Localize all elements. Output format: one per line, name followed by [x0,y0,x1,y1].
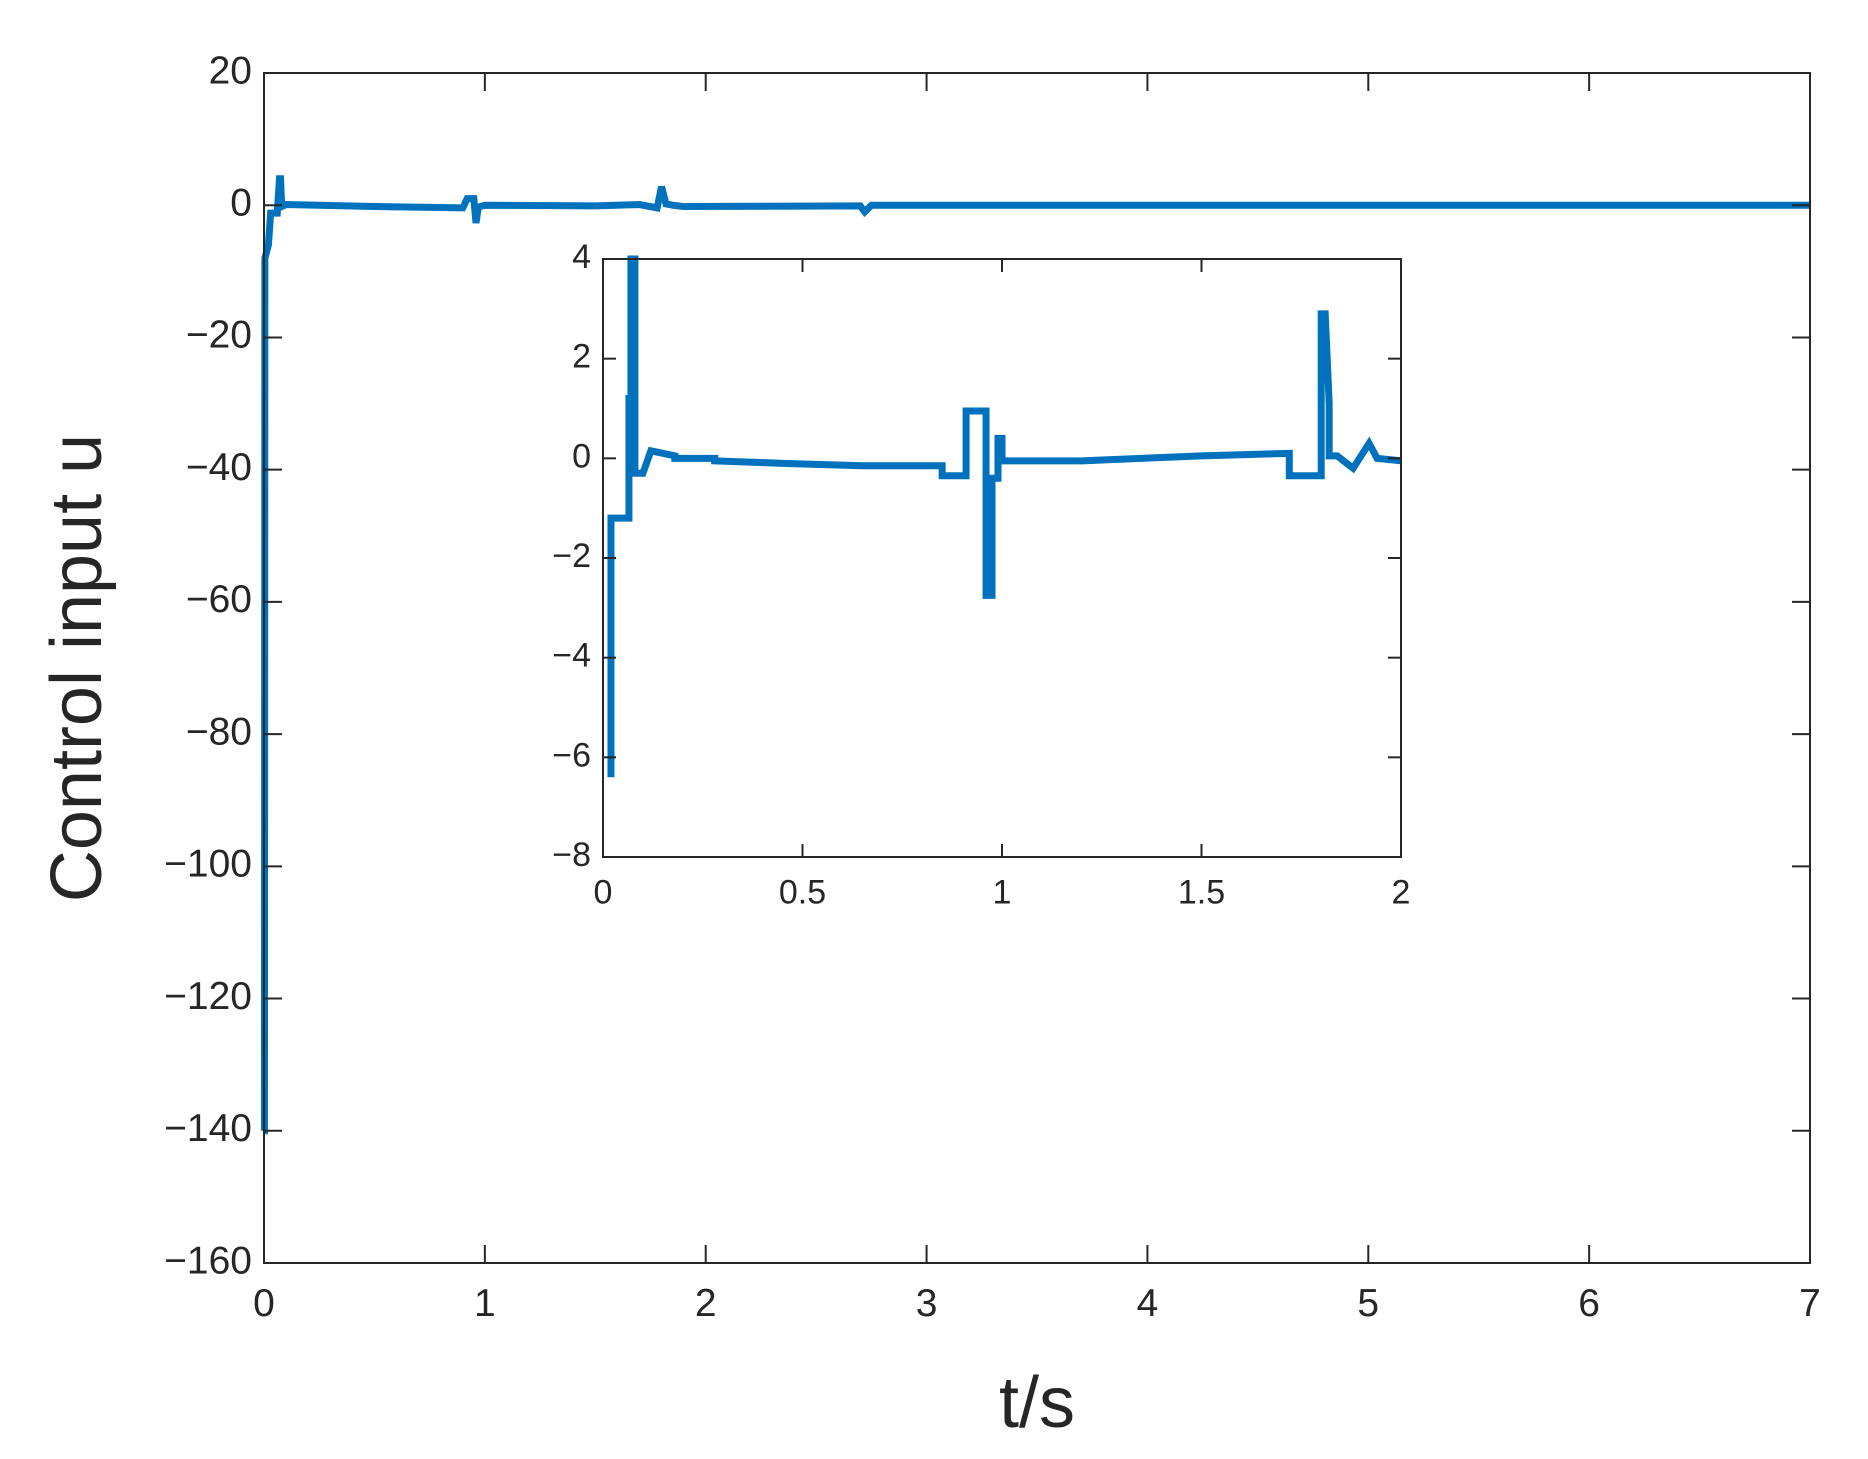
x-tick-label: 0 [594,873,613,911]
x-tick-label: 3 [916,1282,938,1325]
x-tick-label: 6 [1578,1282,1600,1325]
x-tick-label: 5 [1357,1282,1379,1325]
x-tick-label: 2 [695,1282,717,1325]
y-tick-label: −120 [164,975,252,1018]
y-tick-label: −160 [164,1239,252,1282]
y-axis-label: Control input u [37,434,117,902]
y-tick-label: 0 [572,437,591,475]
x-axis-label: t/s [999,1363,1075,1443]
y-tick-label: −8 [552,836,591,874]
y-tick-label: −140 [164,1107,252,1150]
y-tick-label: 4 [572,238,591,276]
x-tick-label: 0.5 [779,873,826,911]
y-tick-label: −100 [164,843,252,886]
x-tick-label: 1.5 [1178,873,1225,911]
data-line [260,175,1810,1135]
y-tick-label: −40 [186,446,252,489]
x-tick-label: 1 [993,873,1012,911]
plot-area [603,259,1401,857]
x-tick-label: 0 [253,1282,275,1325]
y-tick-label: −60 [186,578,252,621]
y-tick-label: −2 [552,537,591,575]
y-tick-label: 0 [230,182,252,225]
y-tick-label: −6 [552,736,591,774]
y-tick-label: −80 [186,710,252,753]
x-tick-label: 4 [1137,1282,1159,1325]
y-tick-label: 2 [572,338,591,376]
y-tick-label: −4 [552,637,591,675]
x-tick-label: 1 [474,1282,496,1325]
x-tick-label: 2 [1392,873,1411,911]
y-tick-label: −20 [186,314,252,357]
y-tick-label: 20 [209,49,252,92]
axes-box [263,72,1811,1264]
x-tick-label: 7 [1799,1282,1821,1325]
